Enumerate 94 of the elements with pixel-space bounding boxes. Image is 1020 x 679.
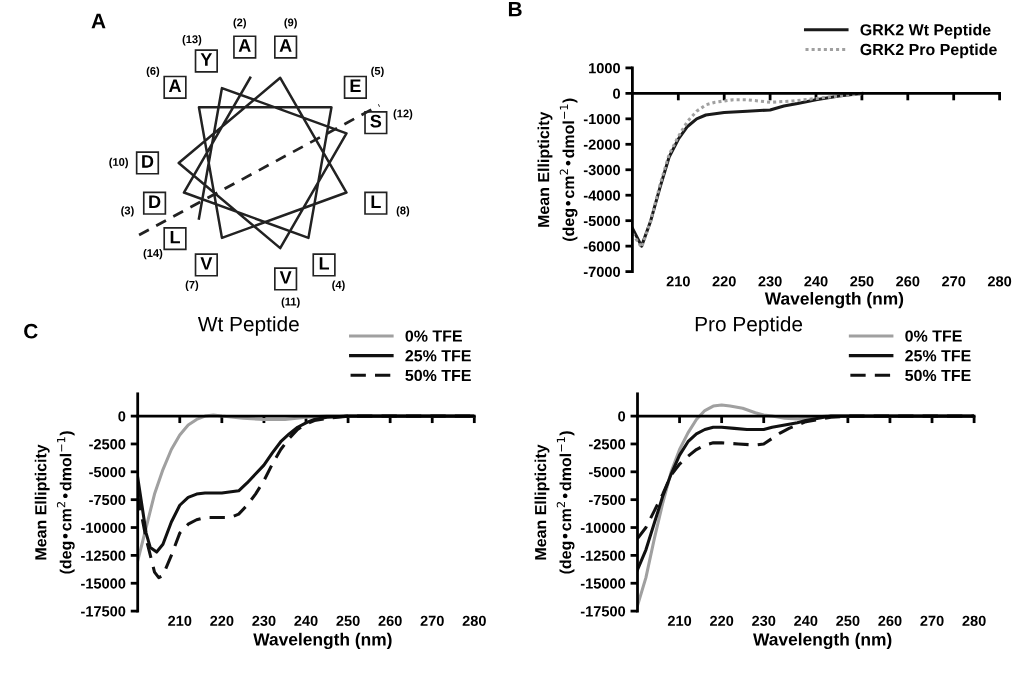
x-tick-label: 240: [794, 615, 818, 626]
legend-label: GRK2 Pro Peptide: [860, 43, 997, 59]
x-axis-title: Wavelength (nm): [753, 632, 892, 650]
category-label: D: [142, 155, 154, 168]
y-tick-label: 0: [613, 88, 620, 99]
category-label: V: [200, 257, 213, 270]
y-tick-label: -17500: [81, 606, 126, 617]
text: C: [24, 323, 38, 339]
y-tick-label: -2000: [583, 139, 620, 150]
category-label: A: [238, 39, 251, 52]
legend-label: 25% TFE: [905, 350, 971, 362]
x-tick-label: 260: [896, 276, 920, 287]
y-tick-label: -5000: [588, 466, 626, 478]
x-tick-label: 270: [942, 276, 966, 287]
text: (6): [146, 66, 160, 78]
x-tick-label: 220: [709, 615, 734, 626]
y-tick-label: -2500: [89, 439, 126, 450]
category-label: L: [170, 230, 180, 244]
x-tick-label: 250: [850, 276, 874, 287]
x-tick-label: 230: [758, 276, 782, 287]
x-tick-label: 230: [752, 615, 776, 626]
category-label: L: [319, 257, 330, 270]
legend-label: 0% TFE: [905, 330, 962, 342]
text: (13): [182, 35, 202, 46]
text: (12): [393, 109, 413, 120]
legend-label: 50% TFE: [905, 369, 971, 382]
y-tick-label: -10000: [580, 522, 626, 533]
y-axis-title: Mean Ellipticity (deg•cm$^{2}$•dmol$^{−1}$): [534, 431, 575, 574]
x-tick-label: 280: [962, 615, 986, 626]
x-tick-label: 220: [712, 276, 736, 287]
y-tick-label: -15000: [580, 578, 626, 589]
chart-title: Wt Peptide: [197, 316, 299, 336]
y-tick-label: -3000: [583, 164, 620, 176]
x-tick-label: 210: [667, 615, 692, 626]
y-tick-label: -15000: [81, 578, 126, 589]
x-tick-label: 250: [336, 615, 360, 626]
x-tick-label: 230: [252, 615, 276, 626]
y-tick-label: -5000: [583, 215, 620, 227]
category-label: D: [149, 195, 161, 208]
y-tick-label: -12500: [580, 550, 626, 561]
y-tick-label: -10000: [81, 522, 126, 533]
y-axis-title: Mean Ellipticity (deg•cm$^{2}$•dmol$^{−1}$): [537, 98, 578, 241]
text: (8): [396, 206, 410, 217]
x-tick-label: 210: [666, 276, 690, 287]
y-tick-label: -12500: [81, 550, 126, 561]
x-tick-label: 260: [378, 615, 402, 626]
x-tick-label: 210: [168, 615, 192, 626]
y-tick-label: 1000: [589, 63, 620, 74]
category-label: A: [168, 79, 182, 92]
y-tick-label: -1000: [583, 113, 620, 125]
text: (5): [371, 66, 384, 78]
category-label: Y: [200, 53, 213, 66]
legend-label: GRK2 Wt Peptide: [860, 23, 991, 39]
y-tick-label: -5000: [89, 466, 126, 478]
y-axis-title: Mean Ellipticity (deg•cm$^{2}$•dmol$^{−1}$): [34, 431, 75, 574]
chart-title: Pro Peptide: [695, 316, 803, 336]
text: (7): [185, 280, 199, 291]
y-tick-label: -2500: [588, 439, 626, 450]
x-tick-label: 270: [920, 615, 944, 626]
y-tick-label: -7000: [583, 266, 620, 278]
x-axis-title: Wavelength (nm): [253, 632, 392, 650]
x-tick-label: 260: [878, 615, 902, 626]
y-tick-label: -7500: [588, 494, 626, 506]
x-tick-label: 240: [294, 615, 318, 626]
x-tick-label: 250: [836, 615, 860, 626]
x-tick-label: 240: [804, 276, 828, 287]
category-label: S: [370, 114, 382, 128]
legend-label: 0% TFE: [405, 330, 462, 342]
category-label: V: [279, 271, 292, 284]
text: B: [508, 1, 522, 17]
legend-label: 50% TFE: [405, 369, 471, 382]
y-tick-label: 0: [118, 411, 126, 422]
y-tick-label: -17500: [580, 606, 626, 617]
text: (14): [143, 248, 163, 260]
y-tick-label: -4000: [583, 190, 620, 201]
text: (3): [121, 206, 134, 217]
y-tick-label: 0: [618, 411, 626, 422]
text: (9): [284, 18, 297, 29]
x-tick-label: 220: [210, 615, 234, 626]
text: A: [91, 13, 106, 29]
category-label: A: [279, 39, 292, 52]
x-tick-label: 280: [987, 276, 1012, 287]
y-tick-label: -6000: [583, 241, 620, 252]
category-label: E: [350, 79, 361, 92]
text: (4): [332, 280, 345, 291]
x-axis-title: Wavelength (nm): [764, 291, 904, 309]
text: (10): [109, 157, 128, 169]
text: (2): [233, 18, 246, 29]
text: (11): [281, 297, 300, 308]
legend-label: 25% TFE: [405, 350, 471, 362]
category-label: L: [371, 195, 381, 208]
y-tick-label: -7500: [89, 494, 126, 506]
x-tick-label: 270: [420, 615, 444, 626]
x-tick-label: 280: [462, 615, 486, 626]
